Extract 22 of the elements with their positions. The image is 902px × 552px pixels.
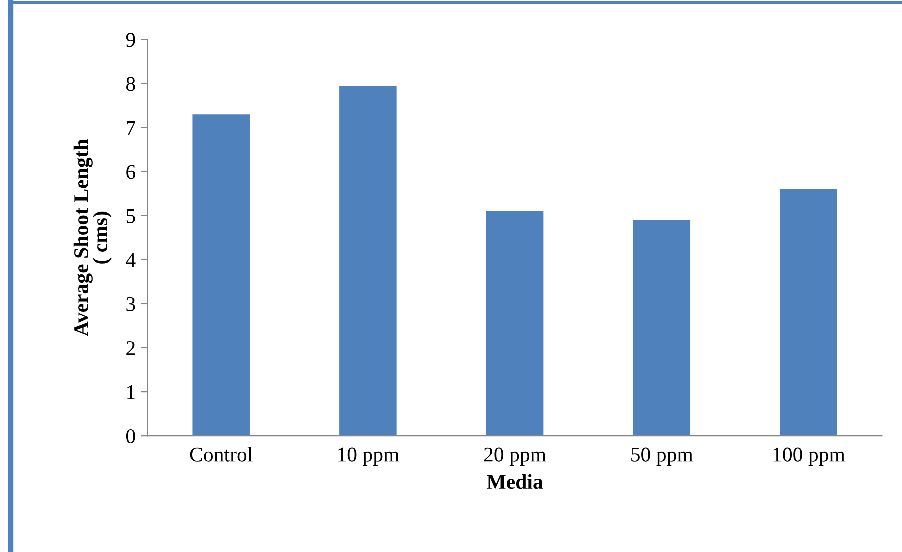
bar [192, 114, 250, 436]
y-tick-label: 0 [126, 429, 136, 444]
bar [340, 86, 397, 436]
bar [780, 189, 838, 436]
y-tick-label: 6 [126, 165, 136, 180]
y-tick-label: 1 [128, 386, 135, 400]
bar [633, 220, 691, 436]
y-tick-label: 8 [126, 77, 136, 92]
x-axis-title: Media [487, 474, 544, 490]
x-tick-label: 50 ppm [632, 448, 694, 466]
x-tick-label: Control [190, 447, 253, 462]
y-tick-label: 4 [126, 253, 136, 268]
x-tick-label: 20 ppm [484, 448, 546, 466]
bar [486, 211, 544, 436]
y-tick-label: 3 [126, 297, 136, 312]
y-tick-label: 2 [126, 341, 135, 356]
y-axis-title: Average Shoot Length ( cms) [74, 139, 112, 336]
y-tick-label: 7 [127, 121, 136, 136]
x-tick-label: 100 ppm [774, 448, 846, 466]
x-tick-label: 10 ppm [338, 448, 400, 466]
y-tick-label: 9 [126, 33, 136, 48]
y-tick-label: 5 [126, 209, 136, 224]
